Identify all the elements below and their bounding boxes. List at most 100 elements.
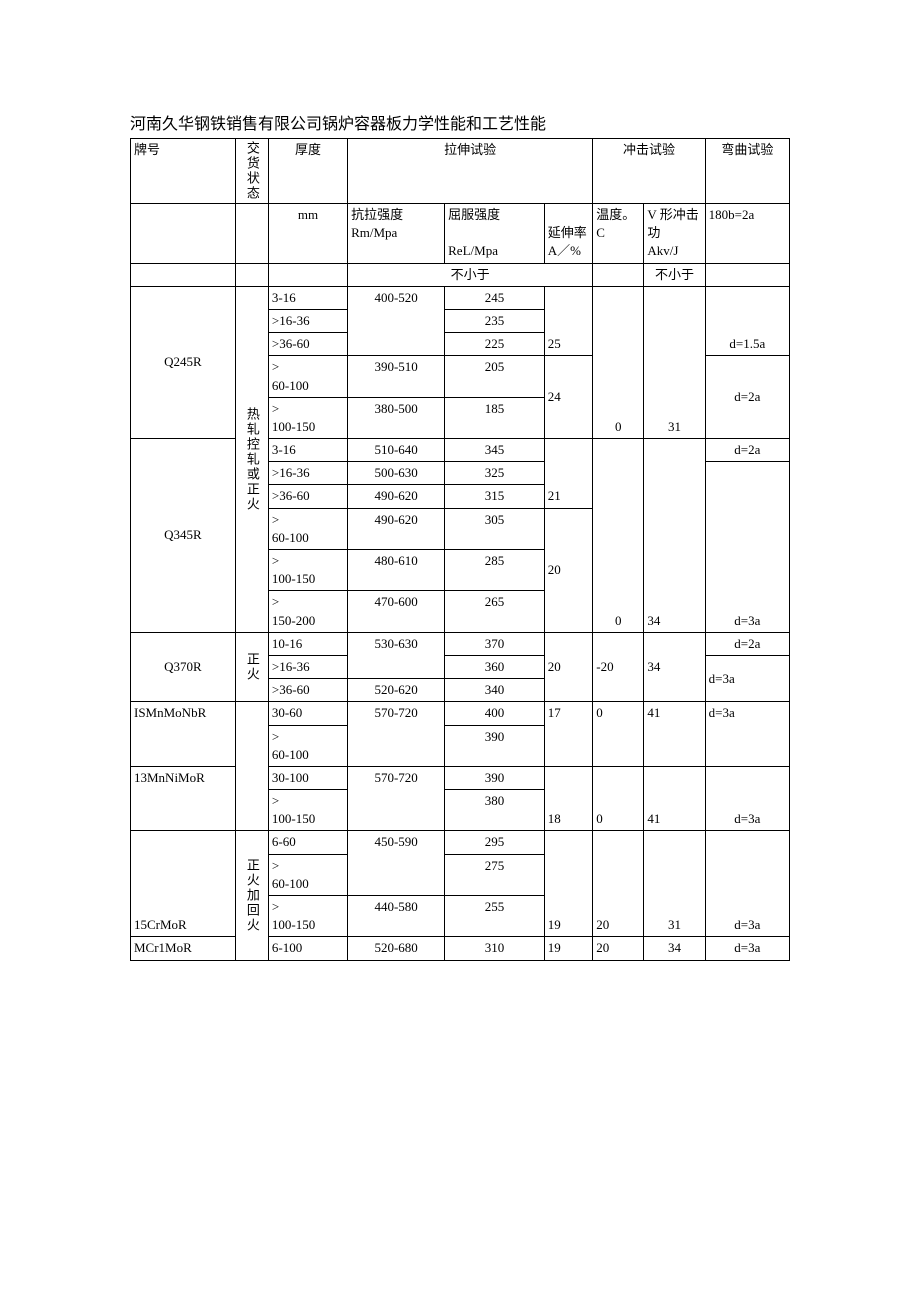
cell: 265 bbox=[445, 591, 545, 632]
table-row: Q345R 3-16 510-640 345 21 0 34 d=2a bbox=[131, 439, 790, 462]
table-row: ISMnMoNbR 30-60 570-720 400 17 0 41 d=3a bbox=[131, 702, 790, 725]
col-temp: 温度。C bbox=[593, 204, 644, 264]
table-row: MCr1MoR 6-100 520-680 310 19 20 34 d=3a bbox=[131, 937, 790, 960]
grade-cell: Q345R bbox=[131, 439, 236, 633]
cell: 30-100 bbox=[268, 766, 347, 789]
grade-cell: MCr1MoR bbox=[131, 937, 236, 960]
grade-cell: ISMnMoNbR bbox=[131, 702, 236, 767]
cell: -20 bbox=[593, 632, 644, 702]
cell: 340 bbox=[445, 679, 545, 702]
table-row: 不小于 不小于 bbox=[131, 263, 790, 286]
cell: 19 bbox=[544, 831, 593, 937]
cell: 225 bbox=[445, 333, 545, 356]
cell: 0 bbox=[593, 439, 644, 633]
cell: 450-590 bbox=[348, 831, 445, 896]
cell: 380 bbox=[445, 790, 545, 831]
cell: 185 bbox=[445, 397, 545, 438]
cell: 3-16 bbox=[268, 439, 347, 462]
cell: 6-60 bbox=[268, 831, 347, 854]
cell: 34 bbox=[644, 937, 705, 960]
cell: 10-16 bbox=[268, 632, 347, 655]
table-row: 15CrMoR 正火加回火 6-60 450-590 295 19 20 31 … bbox=[131, 831, 790, 854]
cell: 325 bbox=[445, 462, 545, 485]
table-row: Q245R 热轧控轧或正火 3-16 400-520 245 25 0 31 d… bbox=[131, 286, 790, 309]
cell bbox=[131, 263, 236, 286]
cell: 390 bbox=[445, 725, 545, 766]
state-cell: 正火 bbox=[235, 632, 268, 702]
cell: > 150-200 bbox=[268, 591, 347, 632]
cell: > 100-150 bbox=[268, 896, 347, 937]
cell: 295 bbox=[445, 831, 545, 854]
cell: 245 bbox=[445, 286, 545, 309]
cell: d=3a bbox=[705, 655, 789, 701]
cell bbox=[235, 204, 268, 264]
cell: 18 bbox=[544, 766, 593, 831]
cell: 310 bbox=[445, 937, 545, 960]
cell: >36-60 bbox=[268, 333, 347, 356]
cell: 255 bbox=[445, 896, 545, 937]
cell: 520-680 bbox=[348, 937, 445, 960]
cell: > 60-100 bbox=[268, 854, 347, 895]
cell: 480-610 bbox=[348, 550, 445, 591]
cell: 41 bbox=[644, 766, 705, 831]
cell: 17 bbox=[544, 702, 593, 767]
col-bend: 弯曲试验 bbox=[705, 139, 789, 204]
cell bbox=[268, 263, 347, 286]
col-impact: 冲击试验 bbox=[593, 139, 705, 204]
col-mm: mm bbox=[268, 204, 347, 264]
table-row: 牌号 交货状态 厚度 拉伸试验 冲击试验 弯曲试验 bbox=[131, 139, 790, 204]
cell: d=3a bbox=[705, 831, 789, 937]
cell bbox=[593, 263, 644, 286]
cell bbox=[705, 263, 789, 286]
cell: 0 bbox=[593, 286, 644, 438]
cell: 34 bbox=[644, 439, 705, 633]
cell: > 60-100 bbox=[268, 508, 347, 549]
cell bbox=[131, 204, 236, 264]
cell: 360 bbox=[445, 655, 545, 678]
cell: d=3a bbox=[705, 462, 789, 633]
cell: 520-620 bbox=[348, 679, 445, 702]
cell: 6-100 bbox=[268, 937, 347, 960]
grade-cell: 13MnNiMoR bbox=[131, 766, 236, 831]
table-row: Q370R 正火 10-16 530-630 370 20 -20 34 d=2… bbox=[131, 632, 790, 655]
col-thickness: 厚度 bbox=[268, 139, 347, 204]
cell: >16-36 bbox=[268, 655, 347, 678]
cell: d=3a bbox=[705, 937, 789, 960]
cell: 530-630 bbox=[348, 632, 445, 678]
cell: 21 bbox=[544, 439, 593, 509]
cell: 34 bbox=[644, 632, 705, 702]
cell: 490-620 bbox=[348, 485, 445, 508]
grade-cell: 15CrMoR bbox=[131, 831, 236, 937]
cell: 20 bbox=[544, 632, 593, 702]
cell: d=2a bbox=[705, 356, 789, 439]
cell: 285 bbox=[445, 550, 545, 591]
grade-cell: Q245R bbox=[131, 286, 236, 438]
col-bend-head: 180b=2a bbox=[705, 204, 789, 264]
cell: 0 bbox=[593, 702, 644, 767]
col-akv: V 形冲击功 Akv/J bbox=[644, 204, 705, 264]
cell: d=3a bbox=[705, 702, 789, 767]
cell: > 60-100 bbox=[268, 725, 347, 766]
table-row: mm 抗拉强度 Rm/Mpa 屈服强度 ReL/Mpa 延伸率 A／% 温度。C… bbox=[131, 204, 790, 264]
cell: 31 bbox=[644, 831, 705, 937]
cell: 400-520 bbox=[348, 286, 445, 356]
cell: 41 bbox=[644, 702, 705, 767]
cell: 370 bbox=[445, 632, 545, 655]
spec-table: 牌号 交货状态 厚度 拉伸试验 冲击试验 弯曲试验 mm 抗拉强度 Rm/Mpa… bbox=[130, 138, 790, 961]
cell: 470-600 bbox=[348, 591, 445, 632]
table-row: 13MnNiMoR 30-100 570-720 390 18 0 41 d=3… bbox=[131, 766, 790, 789]
state-cell: 正火加回火 bbox=[235, 831, 268, 960]
cell: d=2a bbox=[705, 439, 789, 462]
cell: 380-500 bbox=[348, 397, 445, 438]
cell: d=3a bbox=[705, 766, 789, 831]
page-title: 河南久华钢铁销售有限公司锅炉容器板力学性能和工艺性能 bbox=[130, 110, 790, 134]
col-rel: 屈服强度 ReL/Mpa bbox=[445, 204, 545, 264]
cell: 19 bbox=[544, 937, 593, 960]
state-cell bbox=[235, 702, 268, 831]
col-grade: 牌号 bbox=[131, 139, 236, 204]
cell: 490-620 bbox=[348, 508, 445, 549]
no-less-than: 不小于 bbox=[348, 263, 593, 286]
cell: 390-510 bbox=[348, 356, 445, 397]
cell: 31 bbox=[644, 286, 705, 438]
cell: >16-36 bbox=[268, 462, 347, 485]
